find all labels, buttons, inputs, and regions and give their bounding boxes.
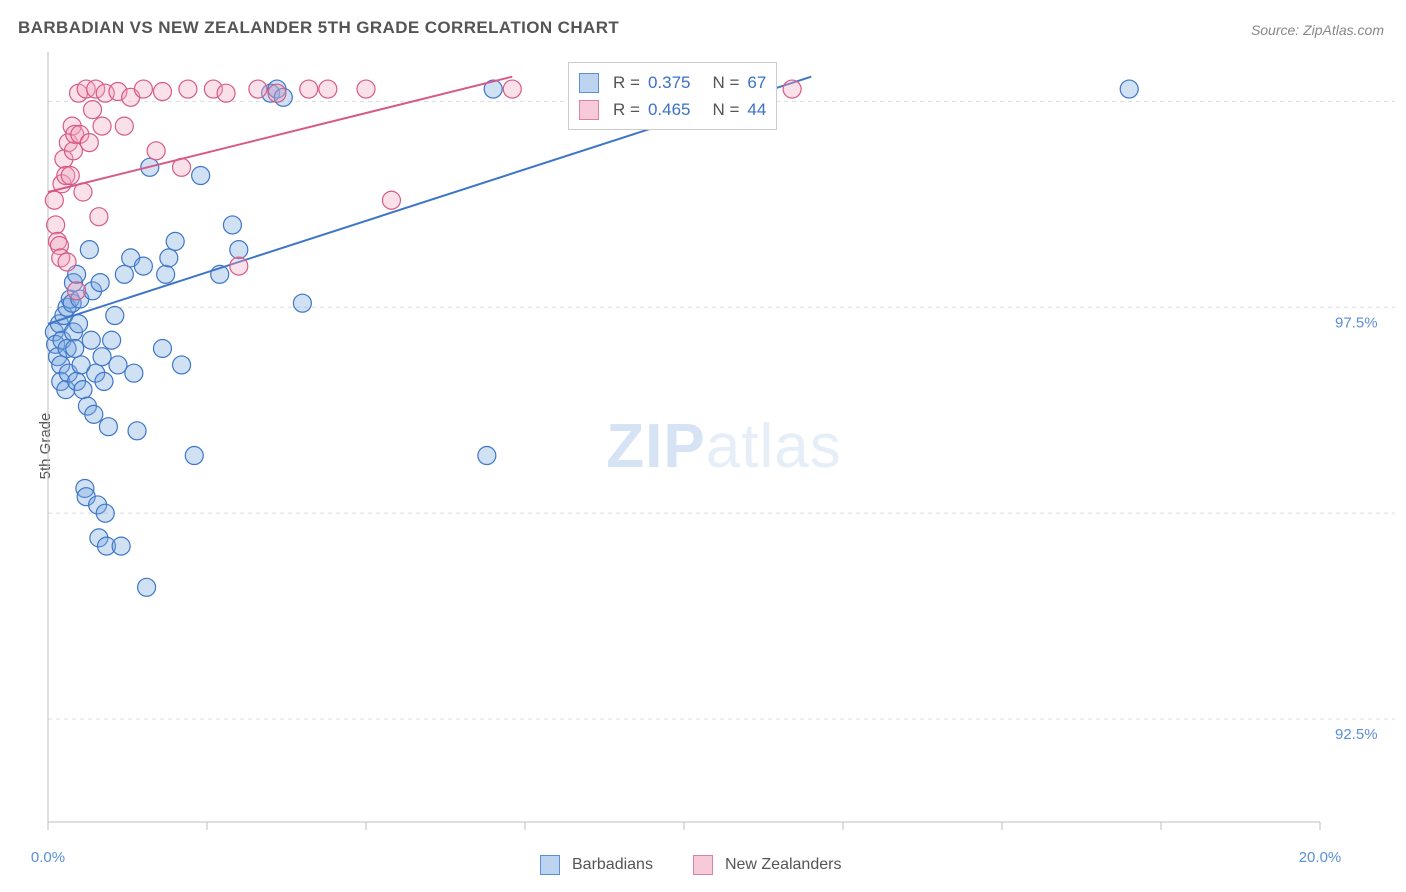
scatter-point-new_zealanders <box>115 117 133 135</box>
scatter-point-new_zealanders <box>153 83 171 101</box>
scatter-point-new_zealanders <box>58 253 76 271</box>
scatter-point-barbadians <box>115 265 133 283</box>
r-value: 0.375 <box>648 69 691 96</box>
scatter-point-barbadians <box>230 241 248 259</box>
scatter-point-new_zealanders <box>382 191 400 209</box>
chart-container: BARBADIAN VS NEW ZEALANDER 5TH GRADE COR… <box>0 0 1406 892</box>
scatter-point-barbadians <box>91 274 109 292</box>
y-tick-label: 97.5% <box>1335 314 1378 331</box>
n-label: N = <box>712 96 739 123</box>
scatter-point-barbadians <box>85 405 103 423</box>
r-label: R = <box>613 69 640 96</box>
scatter-point-new_zealanders <box>84 101 102 119</box>
scatter-point-new_zealanders <box>503 80 521 98</box>
scatter-point-new_zealanders <box>61 167 79 185</box>
series-legend: Barbadians New Zealanders <box>540 855 841 875</box>
scatter-point-barbadians <box>80 241 98 259</box>
scatter-point-barbadians <box>96 504 114 522</box>
scatter-point-new_zealanders <box>179 80 197 98</box>
series-legend-label: New Zealanders <box>725 856 842 874</box>
scatter-point-barbadians <box>1120 80 1138 98</box>
legend-swatch <box>693 855 713 875</box>
series-legend-item: New Zealanders <box>693 855 842 875</box>
legend-swatch <box>540 855 560 875</box>
series-legend-label: Barbadians <box>572 856 653 874</box>
scatter-point-barbadians <box>192 167 210 185</box>
scatter-point-barbadians <box>82 331 100 349</box>
scatter-point-barbadians <box>166 232 184 250</box>
n-value: 44 <box>747 96 766 123</box>
scatter-point-new_zealanders <box>268 84 286 102</box>
scatter-point-new_zealanders <box>300 80 318 98</box>
legend-swatch <box>579 100 599 120</box>
stats-legend: R = 0.375 N = 67 R = 0.465 N = 44 <box>568 62 777 130</box>
scatter-point-barbadians <box>109 356 127 374</box>
scatter-point-new_zealanders <box>134 80 152 98</box>
stats-legend-row: R = 0.375 N = 67 <box>579 69 766 96</box>
r-value: 0.465 <box>648 96 691 123</box>
scatter-point-new_zealanders <box>45 191 63 209</box>
scatter-point-barbadians <box>99 418 117 436</box>
scatter-point-barbadians <box>293 294 311 312</box>
scatter-point-new_zealanders <box>90 208 108 226</box>
scatter-point-barbadians <box>103 331 121 349</box>
scatter-point-barbadians <box>223 216 241 234</box>
scatter-point-new_zealanders <box>64 142 82 160</box>
scatter-point-new_zealanders <box>47 216 65 234</box>
x-tick-label: 0.0% <box>31 849 65 866</box>
scatter-point-barbadians <box>93 348 111 366</box>
scatter-point-new_zealanders <box>68 282 86 300</box>
watermark: ZIPatlas <box>606 412 841 481</box>
scatter-point-barbadians <box>112 537 130 555</box>
scatter-point-barbadians <box>74 381 92 399</box>
legend-swatch <box>579 73 599 93</box>
r-label: R = <box>613 96 640 123</box>
scatter-point-new_zealanders <box>147 142 165 160</box>
scatter-point-barbadians <box>134 257 152 275</box>
scatter-point-new_zealanders <box>230 257 248 275</box>
scatter-point-barbadians <box>138 578 156 596</box>
n-label: N = <box>712 69 739 96</box>
scatter-point-new_zealanders <box>319 80 337 98</box>
scatter-point-new_zealanders <box>93 117 111 135</box>
x-tick-label: 20.0% <box>1299 849 1342 866</box>
scatter-point-new_zealanders <box>80 134 98 152</box>
series-legend-item: Barbadians <box>540 855 653 875</box>
scatter-point-barbadians <box>70 315 88 333</box>
n-value: 67 <box>747 69 766 96</box>
scatter-point-barbadians <box>106 307 124 325</box>
scatter-plot: 92.5% 97.5% ZIPatlas 0.0% 20.0% <box>0 0 1406 892</box>
scatter-point-barbadians <box>128 422 146 440</box>
scatter-point-barbadians <box>66 339 84 357</box>
scatter-point-barbadians <box>173 356 191 374</box>
scatter-point-new_zealanders <box>217 84 235 102</box>
scatter-point-barbadians <box>153 339 171 357</box>
scatter-point-barbadians <box>160 249 178 267</box>
scatter-point-barbadians <box>157 265 175 283</box>
scatter-point-new_zealanders <box>357 80 375 98</box>
y-tick-label: 92.5% <box>1335 726 1378 743</box>
scatter-point-new_zealanders <box>249 80 267 98</box>
stats-legend-row: R = 0.465 N = 44 <box>579 96 766 123</box>
scatter-point-new_zealanders <box>783 80 801 98</box>
scatter-point-barbadians <box>95 372 113 390</box>
scatter-point-barbadians <box>478 447 496 465</box>
scatter-point-barbadians <box>125 364 143 382</box>
scatter-point-barbadians <box>185 447 203 465</box>
